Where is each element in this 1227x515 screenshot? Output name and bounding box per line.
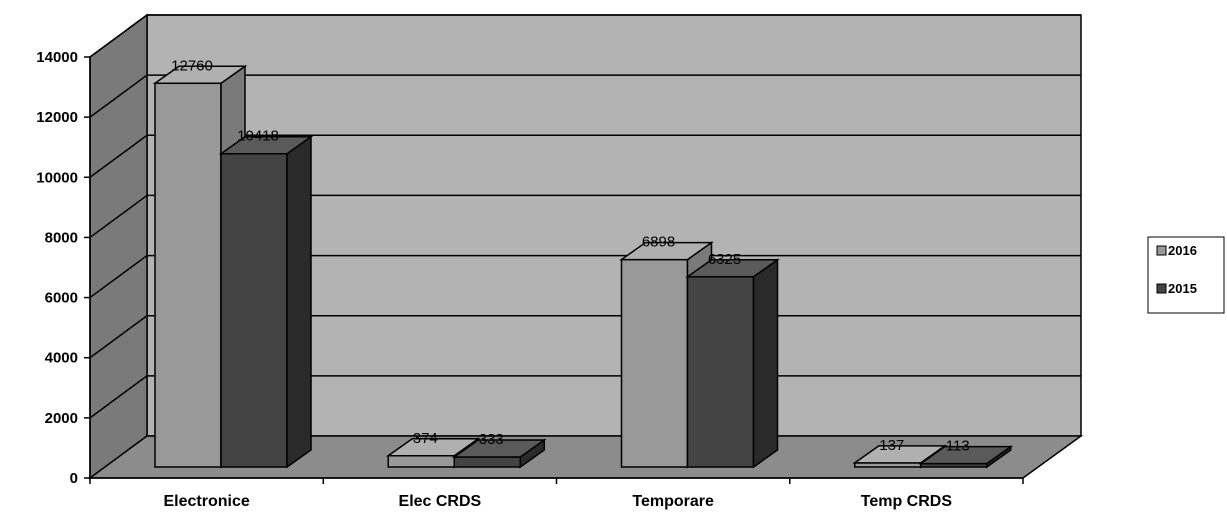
bar-front — [154, 82, 222, 468]
bar-front — [220, 152, 288, 468]
bar-front — [453, 456, 521, 468]
bar-front — [387, 455, 455, 468]
bar-2015-3 — [918, 445, 1014, 469]
y-tick-label: 12000 — [36, 109, 78, 126]
gridline-side — [89, 74, 148, 118]
legend-swatch — [1156, 283, 1167, 294]
x-tick-label: Temp CRDS — [861, 493, 953, 510]
data-label: 137 — [879, 437, 904, 454]
bar-side — [286, 135, 312, 469]
gridline-side — [89, 194, 148, 239]
x-tick-label: Elec CRDS — [399, 493, 482, 510]
labels: 0 2000 4000 6000 8000 10000 12000 14000 12760 104… — [36, 49, 969, 510]
legend-label: 2015 — [1168, 281, 1197, 296]
gridline-side — [89, 134, 148, 178]
bar-top — [685, 259, 780, 278]
y-tick-label: 4000 — [45, 350, 78, 367]
y-tick-label: 2000 — [45, 410, 78, 427]
data-label: 374 — [413, 430, 438, 447]
data-label: 333 — [479, 431, 504, 448]
bar-top — [152, 65, 248, 85]
y-tick-label: 14000 — [36, 49, 78, 66]
legend-label: 2016 — [1168, 243, 1197, 258]
axes — [84, 56, 1024, 484]
bar-top — [918, 445, 1014, 465]
y-tick-label: 0 — [70, 470, 78, 487]
bar-side — [752, 258, 779, 469]
gridline-side — [89, 375, 148, 419]
data-label: 6325 — [708, 251, 741, 268]
side-wall — [89, 13, 148, 480]
data-label: 10418 — [237, 128, 279, 145]
bar-2015-0 — [218, 135, 314, 469]
data-label: 12760 — [171, 57, 213, 74]
bars — [152, 64, 1014, 469]
bar-2015-1 — [451, 438, 547, 469]
x-tick-label: Temporare — [632, 493, 714, 510]
gridline-side — [89, 254, 148, 299]
x-tick-label: Electronice — [163, 493, 249, 510]
gridline-side — [89, 14, 148, 58]
data-label: 113 — [946, 438, 970, 455]
bar-top — [385, 438, 481, 457]
y-tick-label: 6000 — [45, 290, 78, 307]
bar-front — [620, 258, 689, 468]
bar-2015-2 — [685, 258, 780, 469]
legend-swatch — [1156, 245, 1167, 256]
bar-top — [218, 135, 314, 155]
legend: 2016 2015 — [1147, 236, 1225, 314]
gridline-side — [89, 315, 148, 359]
bar-front — [686, 276, 755, 468]
bar-top — [619, 241, 714, 261]
y-tick-label: 10000 — [36, 169, 78, 186]
bar-top — [451, 439, 547, 458]
y-tick-label: 8000 — [45, 229, 78, 246]
data-label: 6898 — [642, 234, 675, 251]
